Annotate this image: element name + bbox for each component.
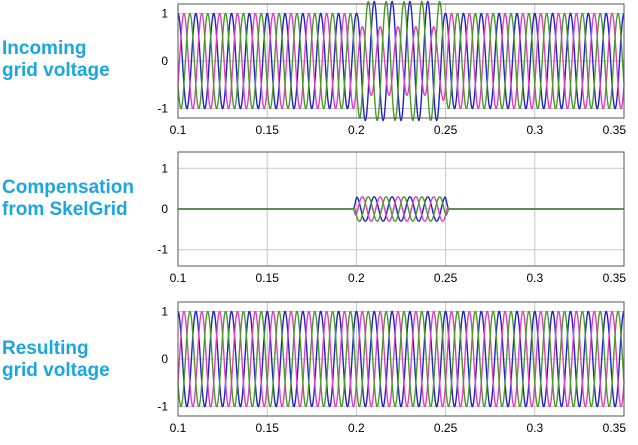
plot-frame [177, 3, 625, 119]
x-tick-label: 0.35 [603, 271, 627, 285]
x-tick-label: 0.15 [256, 421, 280, 435]
label-line: Compensation [2, 177, 134, 198]
y-tick-label: 1 [161, 7, 168, 21]
x-tick-label: 0.35 [603, 123, 627, 137]
y-tick-label: -1 [157, 102, 168, 116]
series-line [177, 0, 625, 122]
x-tick-label: 0.35 [603, 421, 627, 435]
label-line: grid voltage [2, 60, 110, 81]
compensation-label: Compensation from SkelGrid [2, 177, 174, 221]
x-tick-label: 0.1 [170, 123, 187, 137]
plot-frame [177, 151, 625, 267]
label-line: Incoming [2, 38, 87, 59]
incoming-voltage-label: Incoming grid voltage [2, 38, 174, 82]
x-tick-label: 0.25 [434, 421, 458, 435]
y-tick-label: -1 [157, 243, 168, 257]
x-tick-label: 0.2 [348, 421, 365, 435]
x-tick-label: 0.2 [348, 123, 365, 137]
x-tick-label: 0.25 [434, 123, 458, 137]
chart-panel-2: 0.1 0.15 0.2 0.25 0.3 0.35 1 0 -1 [157, 151, 627, 285]
series-line [178, 196, 624, 222]
label-line: grid voltage [2, 360, 110, 381]
y-tick-label: 1 [161, 305, 168, 319]
y-tick-label: -1 [157, 400, 168, 414]
series-line [177, 310, 625, 408]
chart-panel-3: 0.1 0.15 0.2 0.25 0.3 0.35 1 0 -1 [157, 301, 627, 435]
x-tick-label: 0.3 [526, 421, 543, 435]
y-tick-label: 0 [161, 202, 168, 216]
y-tick-label: 0 [161, 54, 168, 68]
y-tick-label: 1 [161, 161, 168, 175]
x-tick-label: 0.2 [348, 271, 365, 285]
x-tick-label: 0.25 [434, 271, 458, 285]
x-tick-label: 0.3 [526, 123, 543, 137]
x-tick-label: 0.3 [526, 271, 543, 285]
x-tick-label: 0.1 [170, 421, 187, 435]
x-tick-label: 0.15 [256, 271, 280, 285]
plot-frame [177, 301, 625, 417]
y-tick-label: 0 [161, 352, 168, 366]
resulting-voltage-label: Resulting grid voltage [2, 338, 174, 382]
label-line: from SkelGrid [2, 199, 128, 220]
label-line: Resulting [2, 338, 89, 359]
chart-panel-1: 0.1 0.15 0.2 0.25 0.3 0.35 1 0 -1 [157, 0, 627, 137]
x-tick-label: 0.1 [170, 271, 187, 285]
x-tick-label: 0.15 [256, 123, 280, 137]
